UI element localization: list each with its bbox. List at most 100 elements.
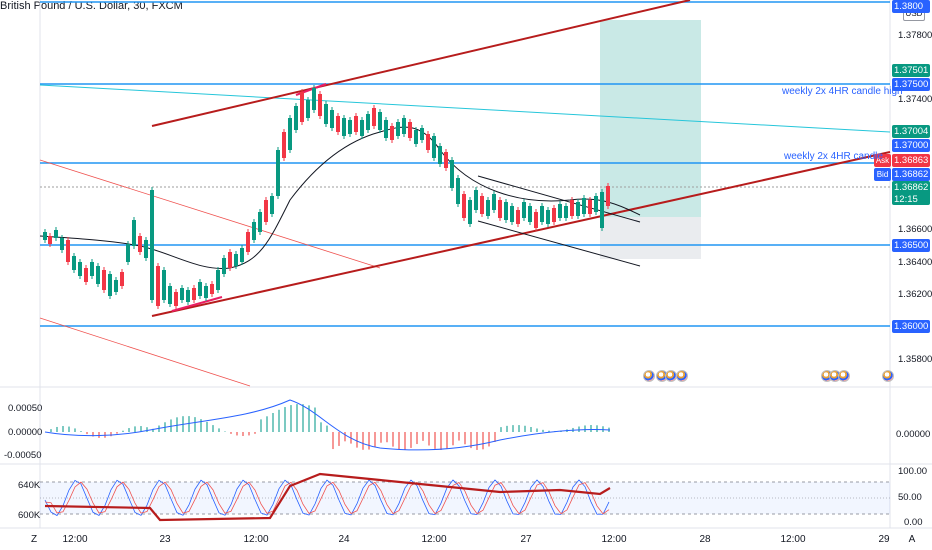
candle-body: [372, 108, 376, 126]
candle-body: [396, 122, 400, 136]
price-label-top: 1.3800: [892, 0, 930, 13]
economic-event-icon[interactable]: [676, 370, 688, 382]
bid-tag: Bid: [874, 168, 891, 181]
candle-body: [84, 268, 88, 282]
stoch-k-line: [44, 479, 610, 517]
price-label-37000: 1.37000: [892, 139, 930, 152]
candle-body: [198, 282, 202, 296]
candle-body: [552, 208, 556, 222]
candle-body: [438, 146, 442, 164]
candle-body: [420, 128, 424, 140]
price-label-teal: 1.37004: [892, 125, 930, 138]
candle-body: [204, 286, 208, 298]
candle-body: [558, 204, 562, 218]
timezone-button[interactable]: Z: [30, 534, 38, 545]
macd-signal-line: [44, 399, 611, 451]
candle-body: [90, 262, 94, 276]
price-tick: 1.37800: [898, 30, 932, 41]
candle-body: [546, 210, 550, 224]
candle-body: [264, 200, 268, 222]
wedge-lower: [477, 220, 641, 267]
candle-body: [606, 186, 610, 206]
candle-body: [102, 270, 106, 290]
time-label: 27: [520, 534, 532, 545]
candle-body: [492, 194, 496, 210]
price-label-support: 1.36500: [892, 239, 930, 252]
macd-tick-bottom: -0.00050: [4, 450, 42, 461]
candle-body: [576, 202, 580, 216]
candle-body: [510, 206, 514, 222]
candle-body: [43, 232, 47, 240]
candle-body: [282, 132, 286, 158]
wedge-upper: [477, 175, 641, 223]
candle-body: [210, 284, 214, 294]
candle-body: [384, 120, 388, 138]
candle-body: [588, 200, 592, 214]
candle-body: [144, 240, 148, 258]
candle-body: [432, 136, 436, 158]
macd-tick-mid: 0.00000: [8, 427, 43, 438]
economic-event-icon[interactable]: [838, 370, 850, 382]
candle-body: [234, 254, 238, 266]
candle-body: [288, 118, 292, 150]
economic-event-icon[interactable]: [643, 370, 655, 382]
candle-body: [222, 258, 226, 274]
candle-body: [174, 292, 178, 306]
candle-body: [78, 262, 82, 276]
economic-event-icon[interactable]: [882, 370, 894, 382]
candle-body: [216, 270, 220, 290]
macd-right-tick: 0.00000: [896, 429, 931, 440]
stoch-d-line: [44, 481, 610, 515]
candle-body: [468, 200, 472, 224]
candle-body: [504, 202, 508, 220]
candle-body: [120, 272, 124, 286]
candle-body: [108, 274, 112, 296]
annotation-weekly-high[interactable]: weekly 2x 4HR candle high: [782, 86, 903, 97]
candle-body: [450, 160, 454, 188]
candle-body: [456, 178, 460, 204]
candle-body: [408, 122, 412, 138]
candle-body: [426, 134, 430, 150]
candle-body: [474, 190, 478, 210]
candle-body: [402, 118, 406, 134]
volume-tick-top: 640K: [18, 480, 41, 491]
candle-body: [66, 240, 70, 262]
last-price-value: 1.36862: [894, 182, 929, 193]
candle-body: [360, 120, 364, 136]
price-tick: 1.36400: [898, 257, 932, 268]
price-tick: 1.37400: [898, 94, 932, 105]
candle-body: [318, 94, 322, 116]
candle-body: [540, 206, 544, 222]
candle-body: [480, 196, 484, 214]
descending-line: [39, 317, 251, 387]
candle-body: [276, 150, 280, 196]
candle-body: [138, 236, 142, 252]
time-label: 12:00: [601, 534, 627, 545]
bar-countdown: 12:15: [894, 194, 918, 205]
candle-body: [348, 120, 352, 134]
candle-body: [564, 206, 568, 218]
stoch-tick-0: 0.00: [904, 517, 923, 528]
stoch-band: [40, 482, 890, 514]
price-label-resistance: 1.37500: [892, 78, 930, 91]
auto-scale-button[interactable]: A: [908, 534, 916, 545]
annotation-weekly-low[interactable]: weekly 2x 4HR candle: [784, 151, 883, 162]
symbol-title[interactable]: British Pound / U.S. Dollar, 30, FXCM: [0, 0, 183, 12]
candle-body: [498, 200, 502, 218]
time-label: 12:00: [62, 534, 88, 545]
candle-body: [528, 206, 532, 222]
time-label: 29: [878, 534, 890, 545]
candle-body: [270, 196, 274, 214]
stoch-tick-50: 50.00: [898, 492, 922, 503]
candle-body: [48, 236, 52, 244]
ask-price: 1.36863: [892, 154, 930, 167]
candle-body: [354, 116, 358, 132]
teal-trendline: [39, 84, 891, 133]
time-label: 12:00: [421, 534, 447, 545]
price-tick: 1.36200: [898, 289, 932, 300]
candle-body: [60, 238, 64, 250]
candle-body: [132, 220, 136, 246]
bid-price: 1.36862: [892, 168, 930, 181]
macd-tick-top: 0.00050: [8, 403, 43, 414]
